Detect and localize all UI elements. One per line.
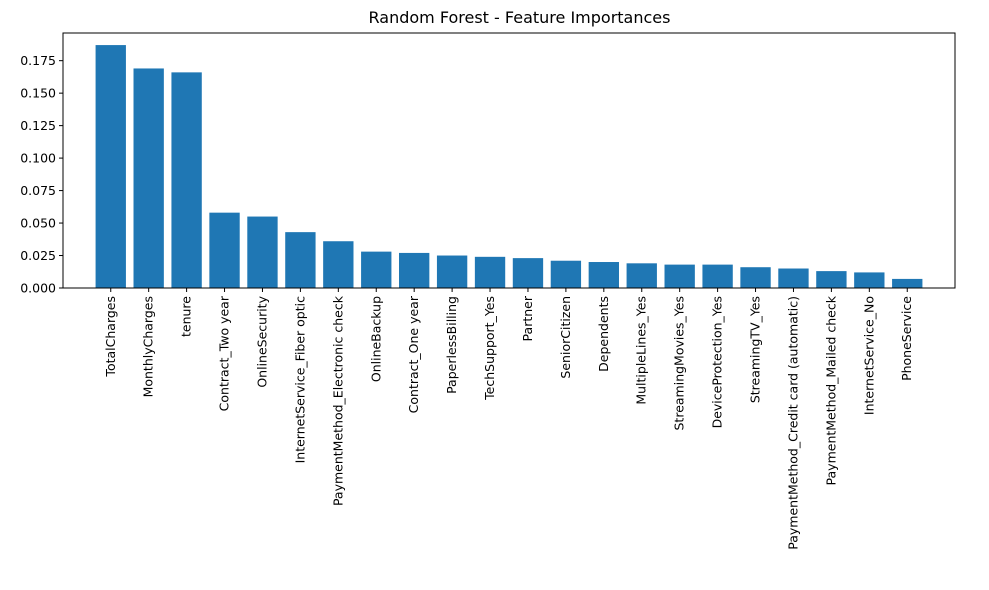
x-tick-label-18: PaymentMethod_Credit card (automatic) <box>785 296 800 550</box>
bar-9 <box>436 255 468 288</box>
plot-frame <box>62 32 956 289</box>
bar-8 <box>399 252 430 288</box>
x-tick-label-15: StreamingMovies_Yes <box>672 296 687 431</box>
x-tick-label-20: InternetService_No <box>861 296 876 415</box>
bar-16 <box>702 264 733 288</box>
bar-1 <box>133 68 164 288</box>
x-tick-label-8: Contract_One year <box>406 295 421 413</box>
x-tick-label-17: StreamingTV_Yes <box>748 296 763 403</box>
y-axis: 0.000 0.025 0.050 0.075 0.100 0.125 0.150 0.175 <box>20 53 63 296</box>
bar-11 <box>512 258 544 288</box>
x-tick-label-7: OnlineBackup <box>368 296 383 382</box>
x-tick-label-12: SeniorCitizen <box>558 296 573 379</box>
bar-3 <box>209 212 240 288</box>
x-tick-label-10: TechSupport_Yes <box>482 296 497 401</box>
y-tick-label-3: 0.075 <box>20 183 56 198</box>
bar-10 <box>474 256 506 288</box>
bar-20 <box>854 272 885 288</box>
bar-5 <box>285 232 316 288</box>
bar-13 <box>588 262 619 288</box>
bars-layer <box>95 45 923 289</box>
x-tick-label-3: Contract_Two year <box>217 295 232 411</box>
x-tick-label-13: Dependents <box>596 296 611 372</box>
bar-21 <box>892 278 923 288</box>
x-tick-label-11: Partner <box>520 295 535 341</box>
y-tick-label-1: 0.025 <box>20 248 56 263</box>
x-tick-label-1: MonthlyCharges <box>141 296 156 397</box>
x-tick-label-14: MultipleLines_Yes <box>634 296 649 405</box>
bar-4 <box>247 216 278 288</box>
bar-2 <box>171 72 202 288</box>
y-tick-label-4: 0.100 <box>20 151 56 166</box>
x-tick-label-4: OnlineSecurity <box>254 295 269 387</box>
bar-6 <box>323 241 354 288</box>
bar-14 <box>626 263 657 288</box>
bar-0 <box>95 45 126 289</box>
x-axis: TotalCharges MonthlyCharges tenure Contract… <box>103 288 914 550</box>
x-tick-label-5: InternetService_Fiber optic <box>292 296 307 464</box>
x-tick-label-2: tenure <box>179 296 194 337</box>
x-tick-label-19: PaymentMethod_Mailed check <box>823 295 838 485</box>
y-tick-label-5: 0.125 <box>20 118 56 133</box>
bar-19 <box>816 271 847 288</box>
bar-12 <box>550 260 582 288</box>
y-tick-label-2: 0.050 <box>20 216 56 231</box>
y-tick-label-6: 0.150 <box>20 86 56 101</box>
chart-title: Random Forest - Feature Importances <box>369 8 671 27</box>
y-tick-label-0: 0.000 <box>20 281 56 296</box>
bar-17 <box>740 267 771 288</box>
bar-7 <box>361 251 392 288</box>
bar-18 <box>778 268 809 288</box>
x-tick-label-6: PaymentMethod_Electronic check <box>330 295 345 506</box>
x-tick-label-9: PaperlessBilling <box>444 296 459 394</box>
x-tick-label-0: TotalCharges <box>103 296 118 378</box>
bar-15 <box>664 264 695 288</box>
x-tick-label-16: DeviceProtection_Yes <box>710 296 725 428</box>
y-tick-label-7: 0.175 <box>20 53 56 68</box>
x-tick-label-21: PhoneService <box>899 296 914 381</box>
